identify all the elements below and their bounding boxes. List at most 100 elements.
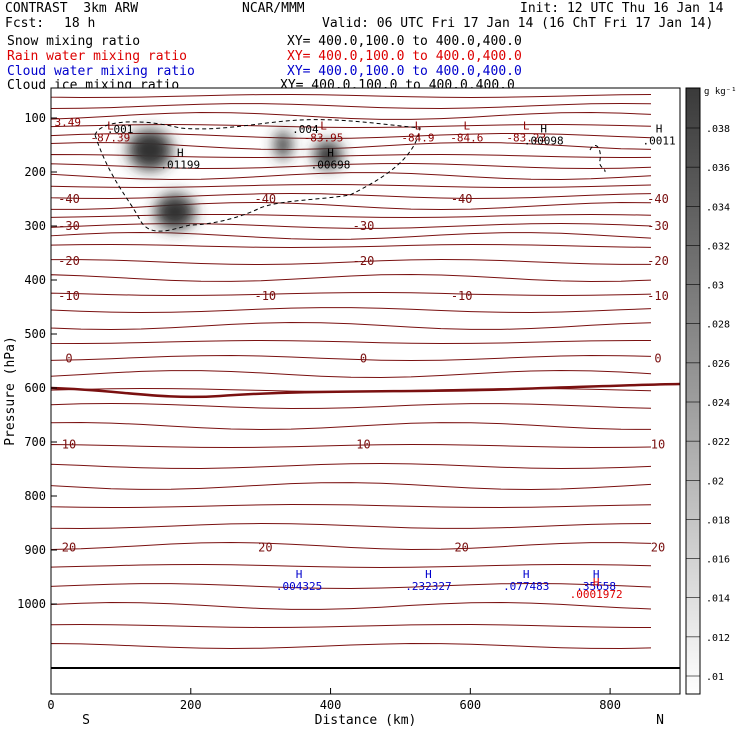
isentrope-line [50,563,652,569]
colorbar-label: .01 [706,672,724,683]
header-fcst-label: Fcst: [5,16,45,31]
isotherm-label: 20 [62,540,76,554]
header-valid: Valid: 06 UTC Fri 17 Jan 14 (16 ChT Fri … [322,16,714,31]
colorbar-label: .02 [706,476,724,487]
isotherm-label: -40 [58,192,80,206]
y-tick-label: 700 [24,435,46,449]
colorbar-label: .014 [706,594,730,605]
colorbar-label: .022 [706,437,730,448]
endpoint-right: N [656,713,664,728]
extremum-marker: L [415,120,422,133]
y-tick-label: 300 [24,219,46,233]
isentrope-line [50,321,652,331]
isentrope-line [50,522,652,530]
isentrope-line [50,307,652,314]
extra-label: .004 [292,123,319,136]
isotherm-label: 0 [654,351,661,365]
extremum-marker: L [320,120,327,133]
extremum-marker: H [540,122,547,135]
colorbar-unit: g kg⁻¹ [704,87,737,97]
isotherm-label: -10 [647,289,669,303]
field-name-snow: Snow mixing ratio [7,34,141,49]
colorbar-label: .038 [706,124,730,135]
y-tick-label: 500 [24,327,46,341]
ice-blob [155,194,195,230]
extremum-value: -83.95 [304,132,344,145]
colorbar-label: .024 [706,398,730,409]
y-axis-title: Pressure (hPa) [3,336,18,446]
y-tick-label: 600 [24,381,46,395]
extremum-value: .077483 [503,580,549,593]
isentrope-line [50,443,652,449]
isotherm-label: 10 [651,438,665,452]
endpoint-left: S [82,713,90,728]
isentrope-line [50,421,652,431]
colorbar-label: .032 [706,241,730,252]
colorbar-label: .026 [706,359,730,370]
isentrope-line [50,354,652,362]
isotherm-label: -30 [58,219,80,233]
isentrope-line [50,243,652,249]
isotherm-label: 20 [258,540,272,554]
isentrope-line [50,462,652,470]
x-tick-label: 800 [599,698,621,712]
isentrope-line [50,273,652,283]
colorbar-label: .034 [706,202,730,213]
extremum-value: -87.39 [91,132,131,145]
isotherm-label: -30 [647,219,669,233]
extremum-value: .00698 [311,159,351,172]
isentrope-line [50,123,652,129]
extremum-marker: H [593,576,600,589]
isentrope-line [50,503,652,509]
header-fcst-value: 18 h [64,16,96,31]
isentrope-line [50,231,652,241]
cloud-boundary [589,145,606,173]
extremum-value: .35658 [576,580,616,593]
extra-label: 3.49 [54,116,81,129]
isentrope-line [50,541,652,551]
extremum-value: .01199 [160,159,200,172]
isotherm-label: -40 [451,192,473,206]
field-name-rain: Rain water mixing ratio [7,49,188,64]
ice-blob [128,130,172,170]
colorbar-label: .012 [706,633,730,644]
isotherm-label: 10 [62,438,76,452]
isentrope-line [50,183,652,189]
isentrope-line [50,222,652,229]
isentrope-line [50,192,652,200]
y-tick-label: 1000 [17,597,46,611]
isentrope-line [50,601,652,610]
isentrope-line [50,582,652,590]
x-tick-label: 200 [180,698,202,712]
isotherm-label: 10 [356,438,370,452]
y-tick-label: 200 [24,165,46,179]
extremum-marker: H [327,147,334,160]
isentrope-line [50,369,652,379]
extremum-marker: H [593,568,600,581]
plot-frame [50,87,681,695]
isentrope-line [50,111,652,120]
zero-isotherm-line [50,382,681,399]
y-tick-label: 900 [24,543,46,557]
field-name-cloud-water: Cloud water mixing ratio [7,64,195,79]
isentrope-line [50,258,651,266]
y-tick-label: 800 [24,489,46,503]
header-org: NCAR/MMM [242,1,305,16]
extremum-marker: L [107,120,114,133]
isentrope-line [50,339,652,345]
isentrope-line [50,102,652,110]
colorbar-label: .018 [706,515,730,526]
isentrope-line [50,93,652,99]
isotherm-label: -30 [353,219,375,233]
isotherm-label: -20 [58,254,80,268]
colorbar-label: .028 [706,320,730,331]
isotherm-label: 20 [454,540,468,554]
extremum-marker: L [523,120,530,133]
extremum-value: .004325 [276,580,322,593]
isentrope-line [50,482,652,491]
isotherm-label: 0 [65,351,72,365]
ice-blob [314,141,342,169]
x-axis-title: Distance (km) [315,713,417,728]
isotherm-label: -10 [58,289,80,303]
colorbar-label: .016 [706,555,730,566]
